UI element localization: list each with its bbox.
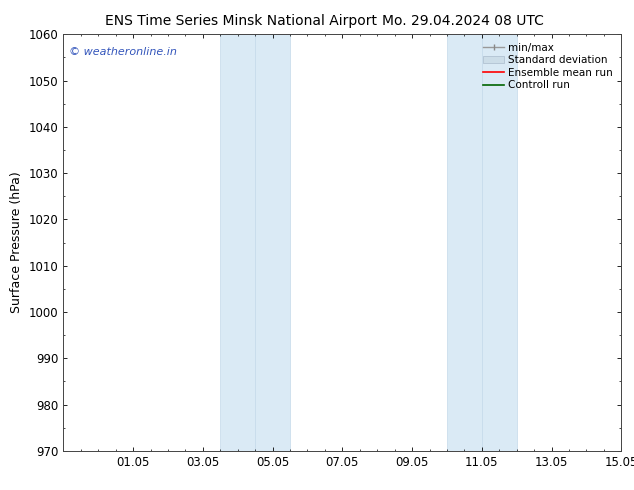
Text: Mo. 29.04.2024 08 UTC: Mo. 29.04.2024 08 UTC [382,14,544,28]
Bar [221,34,255,451]
Y-axis label: Surface Pressure (hPa): Surface Pressure (hPa) [10,172,23,314]
Bar [482,34,517,451]
Bar [255,34,290,451]
Text: ENS Time Series Minsk National Airport: ENS Time Series Minsk National Airport [105,14,377,28]
Legend: min/max, Standard deviation, Ensemble mean run, Controll run: min/max, Standard deviation, Ensemble me… [480,40,616,94]
Text: © weatheronline.in: © weatheronline.in [69,47,177,57]
Bar [447,34,482,451]
